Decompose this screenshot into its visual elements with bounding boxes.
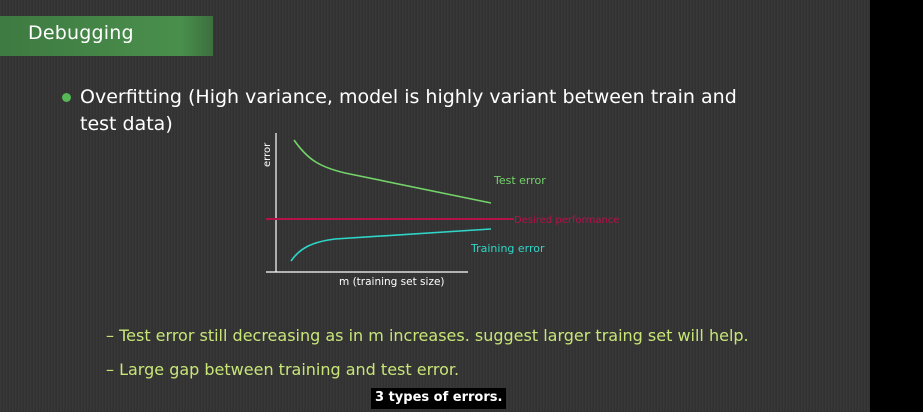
test-error-curve xyxy=(293,139,492,204)
test-error-label: Test error xyxy=(493,174,546,187)
title-bar xyxy=(0,16,213,56)
bullet-text: Overfitting (High variance, model is hig… xyxy=(80,86,737,135)
bullet-dot-icon xyxy=(62,93,71,102)
y-axis-label: error xyxy=(262,142,273,167)
slide: Debugging Overfitting (High variance, mo… xyxy=(0,0,870,412)
sub-point-test-error: – Test error still decreasing as in m in… xyxy=(106,326,749,345)
training-error-curve xyxy=(290,228,492,262)
sub-point-gap: – Large gap between training and test er… xyxy=(106,360,460,379)
learning-curve-diagram: error Desired performance Test error Tra… xyxy=(262,133,619,288)
slide-title: Debugging xyxy=(28,22,134,44)
video-caption: 3 types of errors. xyxy=(371,388,507,409)
x-axis-label: m (training set size) xyxy=(339,276,445,288)
desired-performance-label: Desired performance xyxy=(514,215,619,226)
training-error-label: Training error xyxy=(470,242,545,255)
